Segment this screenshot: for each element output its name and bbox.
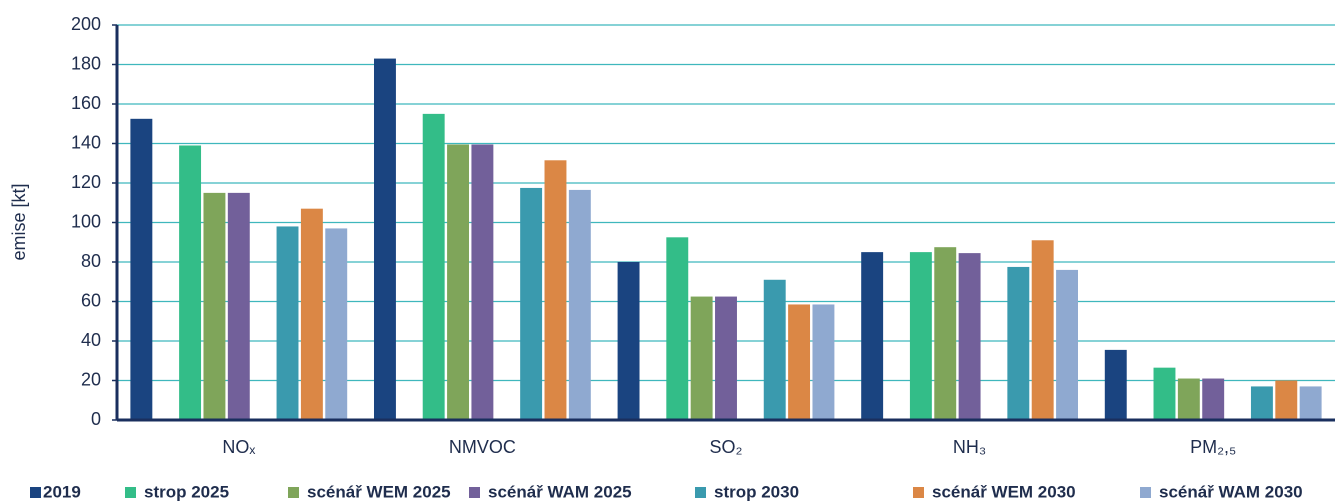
bar xyxy=(1202,378,1225,420)
y-tick-label: 60 xyxy=(81,290,101,310)
x-tick-label: NOₓ xyxy=(222,437,255,457)
legend-swatch xyxy=(913,487,924,498)
bar xyxy=(909,252,932,420)
x-tick-label: PM₂,₅ xyxy=(1190,437,1236,457)
y-tick-label: 20 xyxy=(81,369,101,389)
legend-swatch xyxy=(125,487,136,498)
legend-label: strop 2030 xyxy=(714,482,799,501)
bar xyxy=(763,279,786,420)
y-tick-label: 120 xyxy=(71,172,101,192)
bar xyxy=(130,118,153,420)
bar xyxy=(179,145,202,420)
y-tick-label: 160 xyxy=(71,93,101,113)
legend-label: scénář WEM 2030 xyxy=(932,482,1076,501)
bar xyxy=(276,226,299,420)
x-tick-label: SO₂ xyxy=(710,437,743,457)
bar xyxy=(544,160,567,420)
bar xyxy=(1250,386,1273,420)
legend-label: scénář WAM 2030 xyxy=(1159,482,1303,501)
y-tick-label: 40 xyxy=(81,330,101,350)
y-axis-label: emise [kt] xyxy=(9,183,29,260)
legend-label: 2019 xyxy=(43,482,81,501)
legend-swatch xyxy=(469,487,480,498)
x-tick-label: NMVOC xyxy=(449,437,516,457)
bar xyxy=(447,144,470,421)
bar xyxy=(568,189,591,420)
bar xyxy=(300,208,323,420)
y-tick-label: 100 xyxy=(71,211,101,231)
legend-swatch xyxy=(30,487,41,498)
bar xyxy=(1031,240,1054,420)
legend-swatch xyxy=(695,487,706,498)
x-tick-label: NH₃ xyxy=(953,437,986,457)
legend-label: scénář WEM 2025 xyxy=(307,482,451,501)
bar xyxy=(1104,349,1127,420)
y-tick-label: 0 xyxy=(91,409,101,429)
bar xyxy=(812,304,835,420)
bar xyxy=(861,252,884,420)
legend-swatch xyxy=(288,487,299,498)
y-tick-label: 140 xyxy=(71,132,101,152)
bar xyxy=(1299,386,1322,420)
bar xyxy=(471,144,494,421)
bar xyxy=(934,247,957,420)
bar xyxy=(1153,367,1176,420)
y-tick-label: 200 xyxy=(71,14,101,34)
legend-swatch xyxy=(1140,487,1151,498)
bar xyxy=(1275,380,1298,420)
bar xyxy=(227,192,250,420)
y-tick-label: 80 xyxy=(81,251,101,271)
bar xyxy=(617,262,640,420)
legend-label: strop 2025 xyxy=(144,482,229,501)
bar xyxy=(325,228,348,420)
legend-label: scénář WAM 2025 xyxy=(488,482,632,501)
bar xyxy=(958,253,981,420)
bar xyxy=(1177,378,1200,420)
bar xyxy=(203,192,226,420)
bar xyxy=(520,187,543,420)
y-tick-label: 180 xyxy=(71,53,101,73)
bar xyxy=(1056,269,1079,420)
bar xyxy=(788,304,811,420)
bar xyxy=(666,237,689,420)
bar xyxy=(715,296,737,420)
bar xyxy=(373,58,396,420)
bar xyxy=(1007,266,1030,420)
bar xyxy=(422,113,445,420)
bar xyxy=(690,296,713,420)
